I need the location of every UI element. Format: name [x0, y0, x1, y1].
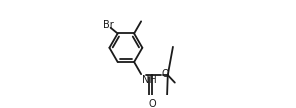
Text: O: O	[148, 99, 156, 108]
Text: Br: Br	[103, 20, 114, 30]
Text: O: O	[161, 69, 169, 79]
Text: NH: NH	[141, 75, 156, 85]
